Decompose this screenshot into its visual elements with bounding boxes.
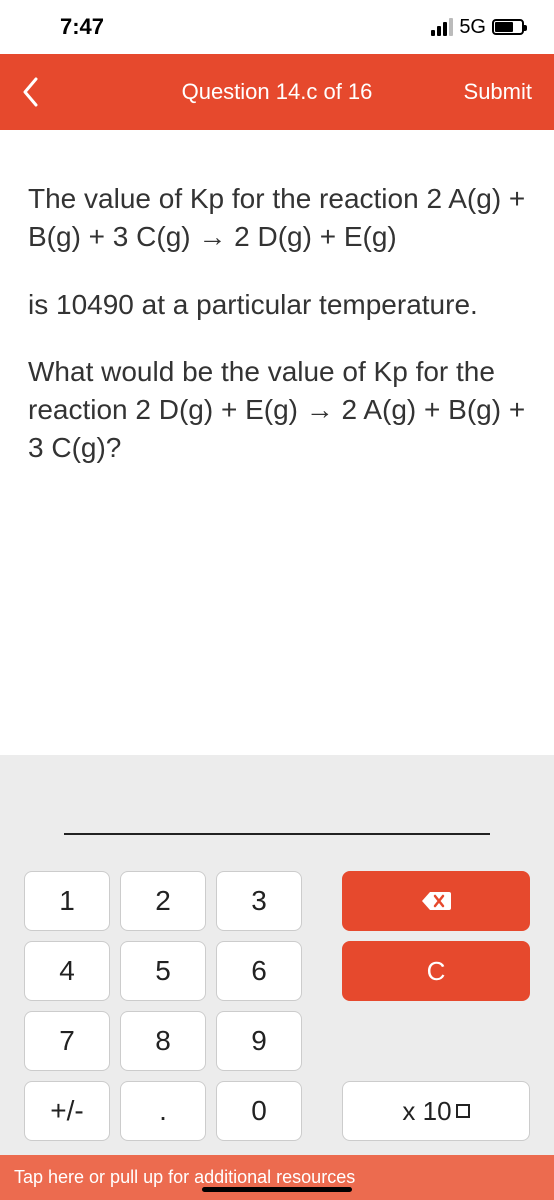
key-4[interactable]: 4: [24, 941, 110, 1001]
key-9[interactable]: 9: [216, 1011, 302, 1071]
home-indicator[interactable]: [202, 1187, 352, 1192]
question-line-2: is 10490 at a particular temperature.: [28, 286, 526, 324]
key-plus-minus[interactable]: +/-: [24, 1081, 110, 1141]
question-line-1: The value of Kp for the reaction 2 A(g) …: [28, 180, 526, 256]
backspace-button[interactable]: [342, 871, 530, 931]
spacer: [342, 1011, 530, 1071]
exponent-button[interactable]: x 10: [342, 1081, 530, 1141]
key-1[interactable]: 1: [24, 871, 110, 931]
question-content: The value of Kp for the reaction 2 A(g) …: [0, 130, 554, 467]
key-5[interactable]: 5: [120, 941, 206, 1001]
back-button[interactable]: [0, 54, 60, 130]
key-7[interactable]: 7: [24, 1011, 110, 1071]
network-label: 5G: [459, 16, 486, 39]
app-header: Question 14.c of 16 Submit: [0, 54, 554, 130]
keypad-area: 1 2 3 4 5 6 7 8 9 +/- . 0 C x 10: [0, 755, 554, 1200]
answer-input[interactable]: [64, 775, 490, 835]
key-dot[interactable]: .: [120, 1081, 206, 1141]
exponent-label: x 10: [402, 1096, 451, 1127]
submit-button[interactable]: Submit: [464, 79, 554, 105]
numeric-keypad: 1 2 3 4 5 6 7 8 9 +/- . 0: [24, 871, 302, 1141]
resources-footer[interactable]: Tap here or pull up for additional resou…: [0, 1155, 554, 1200]
signal-icon: [431, 18, 453, 36]
key-8[interactable]: 8: [120, 1011, 206, 1071]
clear-button[interactable]: C: [342, 941, 530, 1001]
status-right: 5G: [431, 16, 524, 39]
status-time: 7:47: [60, 14, 104, 40]
key-6[interactable]: 6: [216, 941, 302, 1001]
backspace-icon: [421, 890, 451, 912]
status-bar: 7:47 5G: [0, 0, 554, 54]
battery-icon: [492, 19, 524, 35]
side-buttons: C x 10: [342, 871, 530, 1141]
chevron-left-icon: [21, 77, 39, 107]
key-0[interactable]: 0: [216, 1081, 302, 1141]
exponent-box-icon: [456, 1104, 470, 1118]
question-line-3: What would be the value of Kp for the re…: [28, 353, 526, 466]
key-3[interactable]: 3: [216, 871, 302, 931]
key-2[interactable]: 2: [120, 871, 206, 931]
